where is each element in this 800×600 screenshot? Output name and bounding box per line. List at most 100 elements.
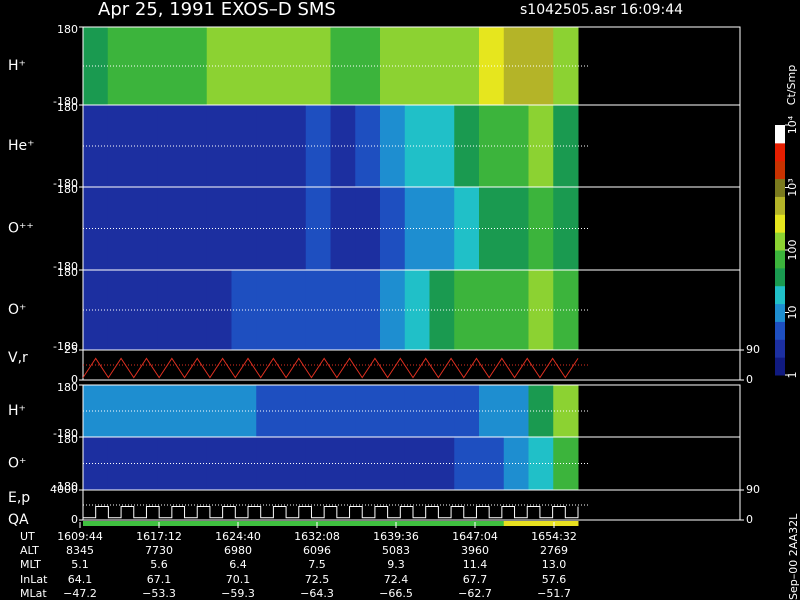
colorbar-swatch xyxy=(775,232,785,251)
cell: 5.6 xyxy=(150,558,168,571)
spectrogram-cell xyxy=(231,270,257,350)
panel-label: V,r xyxy=(8,350,28,366)
cell: −47.2 xyxy=(63,587,97,600)
spectrogram-cell xyxy=(404,270,430,350)
spectrogram-cell xyxy=(503,385,529,437)
colorbar-label: Ct/Smp xyxy=(785,65,798,105)
spectrogram-cell xyxy=(305,187,331,270)
spectrogram-cell xyxy=(107,105,133,187)
cell: −59.3 xyxy=(221,587,255,600)
spectrogram-cell xyxy=(305,385,331,437)
panel-label: O⁺ xyxy=(8,456,26,472)
row-label: ALT xyxy=(20,544,39,557)
spectrogram-cell xyxy=(429,187,455,270)
cell: 70.1 xyxy=(226,573,251,586)
panel-label: O⁺⁺ xyxy=(8,221,34,237)
spectrogram-cell xyxy=(231,437,257,490)
cell: 9.3 xyxy=(387,558,405,571)
row-label: InLat xyxy=(20,573,48,586)
spectrogram-cell xyxy=(503,437,529,490)
spectrogram-cell xyxy=(132,27,158,105)
colorbar-tick-label: 10³ xyxy=(786,178,799,196)
spectrogram-cell xyxy=(404,437,430,490)
file-label: s1042505.asr 16:09:44 xyxy=(520,2,683,18)
spectrogram-cell xyxy=(231,27,257,105)
spectrogram-cell xyxy=(305,27,331,105)
spectrogram-cell xyxy=(107,270,133,350)
y-tick-label: 0 xyxy=(71,373,78,386)
y2-tick-label: 0 xyxy=(746,513,753,526)
colorbar-swatch xyxy=(775,125,785,144)
cell: 1647:04 xyxy=(452,530,498,543)
spectrogram-cell xyxy=(528,105,554,187)
spectrogram-cell xyxy=(206,270,232,350)
data-line xyxy=(83,506,579,519)
y-tick-label: 0 xyxy=(71,513,78,526)
colorbar-swatch xyxy=(775,160,785,180)
spectrogram-cell xyxy=(528,270,554,350)
panel-label: E,p xyxy=(8,490,30,506)
y-tick-label: 25 xyxy=(64,343,78,356)
panel-label: H⁺ xyxy=(8,403,26,419)
spectrogram-cell xyxy=(132,187,158,270)
qa-cell xyxy=(256,521,282,526)
spectrogram-cell xyxy=(528,385,554,437)
spectrogram-cell xyxy=(206,105,232,187)
spectrogram-cell xyxy=(132,105,158,187)
qa-cell xyxy=(553,521,579,526)
colorbar-swatch xyxy=(775,357,785,376)
spectrogram-cell xyxy=(404,27,430,105)
spectrogram-cell xyxy=(528,187,554,270)
spectrogram-cell xyxy=(330,385,356,437)
cell: 72.4 xyxy=(384,573,409,586)
spectrogram-cell xyxy=(330,187,356,270)
panel-frame xyxy=(82,489,741,521)
cell: 11.4 xyxy=(463,558,488,571)
spectrogram-cell xyxy=(231,385,257,437)
spectrogram-cell xyxy=(404,105,430,187)
qa-cell xyxy=(355,521,381,526)
spectrogram-cell xyxy=(231,105,257,187)
qa-cell xyxy=(503,521,529,526)
spectrogram-cell xyxy=(429,27,455,105)
spectrogram-cell xyxy=(429,385,455,437)
qa-cell xyxy=(206,521,232,526)
spectrogram-cell xyxy=(429,437,455,490)
cell: 67.7 xyxy=(463,573,488,586)
colorbar-swatch xyxy=(775,267,785,287)
spectrogram-cell xyxy=(330,105,356,187)
row-label: UT xyxy=(20,530,35,543)
cell: −53.3 xyxy=(142,587,176,600)
cell: 13.0 xyxy=(542,558,567,571)
colorbar-swatch xyxy=(775,339,785,358)
spectrogram-cell xyxy=(231,187,257,270)
spectrogram-cell xyxy=(528,27,554,105)
spectrogram-cell xyxy=(107,385,133,437)
spectrogram-cell xyxy=(206,437,232,490)
colorbar-swatch xyxy=(775,196,785,215)
y-tick-label: 4000 xyxy=(50,483,78,496)
cell: 2769 xyxy=(540,544,568,557)
spectrogram-cell xyxy=(330,270,356,350)
spectrogram-cell xyxy=(132,385,158,437)
cell: 6980 xyxy=(224,544,252,557)
colorbar-tick-label: 10 xyxy=(786,306,799,320)
y-tick-label: -180 xyxy=(53,480,78,493)
y-tick-label: -180 xyxy=(53,260,78,273)
cell: 1639:36 xyxy=(373,530,419,543)
row-label: MLT xyxy=(20,558,41,571)
qa-cell xyxy=(454,521,480,526)
y-tick-label: -180 xyxy=(53,95,78,108)
cell: 57.6 xyxy=(542,573,567,586)
cell: 72.5 xyxy=(305,573,330,586)
y-tick-label: -180 xyxy=(53,177,78,190)
colorbar-swatch xyxy=(775,321,785,340)
y-tick-label: 180 xyxy=(57,433,78,446)
qa-cell xyxy=(528,521,554,526)
spectrogram-cell xyxy=(330,27,356,105)
colorbar-swatch xyxy=(775,303,785,322)
qa-cell xyxy=(281,521,307,526)
spectrogram-cell xyxy=(132,270,158,350)
spectrogram-cell xyxy=(305,270,331,350)
qa-cell xyxy=(182,521,208,526)
